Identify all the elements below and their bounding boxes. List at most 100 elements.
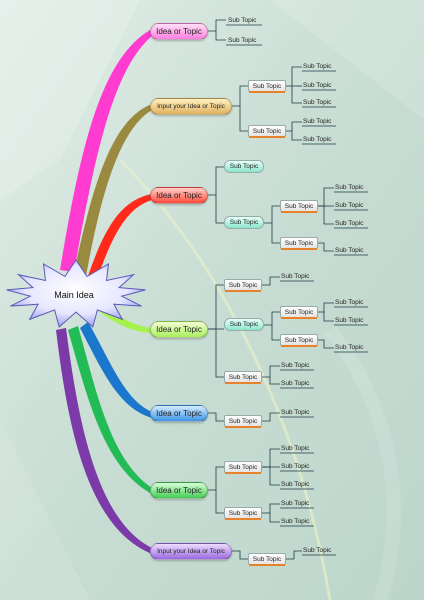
- connector: [269, 467, 280, 486]
- sub-topic-box[interactable]: Sub Topic: [248, 553, 286, 566]
- sub-topic-box[interactable]: Sub Topic: [224, 507, 262, 520]
- sub-topic-box-text: Sub Topic: [228, 418, 258, 425]
- topic-node-2[interactable]: Input your Idea or Topic: [150, 98, 232, 115]
- main-idea-label: Main Idea: [54, 290, 94, 300]
- connector: [208, 284, 224, 330]
- sub-topic-box[interactable]: Sub Topic: [280, 306, 318, 319]
- topic-node-3-text: Idea or Topic: [156, 191, 202, 200]
- connector: [232, 550, 248, 560]
- branch-ribbon-1: [60, 30, 152, 272]
- sub-topic-box-teal[interactable]: Sub Topic: [224, 318, 264, 331]
- branch-ribbon-5: [80, 322, 152, 418]
- leaf-sub-topic-text: Sub Topic: [281, 409, 310, 416]
- leaf-sub-topic: Sub Topic: [281, 462, 321, 471]
- topic-node-5-text: Idea or Topic: [156, 409, 202, 418]
- branch-ribbon-4: [100, 304, 152, 333]
- branch-ribbon-7: [56, 328, 152, 554]
- connector: [291, 131, 302, 141]
- sub-topic-box-text: Sub Topic: [252, 83, 282, 90]
- underline-accent: [225, 382, 261, 384]
- topic-node-1-text: Idea or Topic: [156, 27, 202, 36]
- leaf-sub-topic-text: Sub Topic: [303, 118, 332, 125]
- leaf-sub-topic-text: Sub Topic: [281, 463, 310, 470]
- connector: [262, 448, 280, 468]
- topic-node-4[interactable]: Idea or Topic: [150, 321, 208, 338]
- leaf-sub-topic: Sub Topic: [335, 343, 375, 352]
- underline-accent: [281, 248, 317, 250]
- leaf-sub-topic-text: Sub Topic: [281, 500, 310, 507]
- sub-topic-box[interactable]: Sub Topic: [280, 334, 318, 347]
- leaf-sub-topic-text: Sub Topic: [303, 547, 332, 554]
- sub-topic-box[interactable]: Sub Topic: [280, 237, 318, 250]
- connector: [271, 223, 280, 244]
- leaf-sub-topic: Sub Topic: [228, 36, 268, 45]
- topic-node-3[interactable]: Idea or Topic: [150, 187, 208, 204]
- leaf-sub-topic: Sub Topic: [303, 62, 343, 71]
- leaf-sub-topic: Sub Topic: [303, 117, 343, 126]
- connector: [208, 412, 224, 422]
- sub-topic-box-teal[interactable]: Sub Topic: [224, 160, 264, 173]
- underline-accent: [225, 472, 261, 474]
- sub-topic-box[interactable]: Sub Topic: [248, 80, 286, 93]
- leaf-sub-topic-text: Sub Topic: [303, 63, 332, 70]
- connector: [286, 66, 302, 87]
- topic-node-1[interactable]: Idea or Topic: [150, 23, 208, 40]
- connector: [264, 311, 280, 326]
- leaf-sub-topic-text: Sub Topic: [228, 37, 257, 44]
- sub-topic-box[interactable]: Sub Topic: [224, 279, 262, 292]
- leaf-sub-topic-text: Sub Topic: [281, 445, 310, 452]
- connector: [318, 187, 334, 207]
- sub-topic-box[interactable]: Sub Topic: [248, 125, 286, 138]
- connector: [232, 85, 248, 107]
- topic-node-6[interactable]: Idea or Topic: [150, 482, 208, 499]
- connector: [262, 365, 280, 378]
- connector: [286, 121, 302, 132]
- leaf-sub-topic: Sub Topic: [281, 444, 321, 453]
- leaf-sub-topic-text: Sub Topic: [281, 273, 310, 280]
- sub-topic-box-text: Sub Topic: [252, 128, 282, 135]
- leaf-sub-topic: Sub Topic: [281, 379, 321, 388]
- sub-topic-box-text: Sub Topic: [228, 510, 258, 517]
- sub-topic-box-teal[interactable]: Sub Topic: [224, 216, 264, 229]
- sub-topic-box-text: Sub Topic: [228, 282, 258, 289]
- connector: [208, 466, 224, 491]
- leaf-sub-topic: Sub Topic: [335, 219, 375, 228]
- branch-ribbon-2: [74, 104, 152, 276]
- sub-topic-box[interactable]: Sub Topic: [224, 415, 262, 428]
- connector: [318, 302, 334, 313]
- connector: [262, 503, 280, 514]
- leaf-sub-topic: Sub Topic: [303, 546, 343, 555]
- leaf-sub-topic: Sub Topic: [281, 361, 321, 370]
- leaf-sub-topic: Sub Topic: [281, 499, 321, 508]
- underline-accent: [225, 518, 261, 520]
- connector: [291, 86, 302, 104]
- leaf-sub-topic-text: Sub Topic: [281, 380, 310, 387]
- sub-topic-box[interactable]: Sub Topic: [224, 371, 262, 384]
- underline-accent: [249, 136, 285, 138]
- underline-accent: [281, 211, 317, 213]
- sub-topic-box-teal-text: Sub Topic: [229, 321, 259, 328]
- connector: [262, 276, 280, 286]
- underline-accent: [281, 317, 317, 319]
- topic-node-7[interactable]: Input your Idea or Topic: [150, 543, 232, 560]
- leaf-sub-topic-text: Sub Topic: [228, 17, 257, 24]
- topic-node-5[interactable]: Idea or Topic: [150, 405, 208, 422]
- sub-topic-box[interactable]: Sub Topic: [280, 200, 318, 213]
- topic-node-7-text: Input your Idea or Topic: [157, 548, 225, 555]
- underline-accent: [225, 290, 261, 292]
- leaf-sub-topic-text: Sub Topic: [335, 344, 364, 351]
- leaf-sub-topic: Sub Topic: [335, 183, 375, 192]
- sub-topic-box-text: Sub Topic: [284, 337, 314, 344]
- leaf-sub-topic: Sub Topic: [281, 517, 321, 526]
- underline-accent: [281, 345, 317, 347]
- leaf-sub-topic-text: Sub Topic: [303, 99, 332, 106]
- sub-topic-box-text: Sub Topic: [228, 464, 258, 471]
- leaf-sub-topic-text: Sub Topic: [335, 317, 364, 324]
- connector: [239, 106, 248, 132]
- sub-topic-box[interactable]: Sub Topic: [224, 461, 262, 474]
- connector: [208, 166, 224, 196]
- topic-node-2-text: Input your Idea or Topic: [157, 103, 225, 110]
- connector: [269, 513, 280, 523]
- leaf-sub-topic: Sub Topic: [335, 246, 375, 255]
